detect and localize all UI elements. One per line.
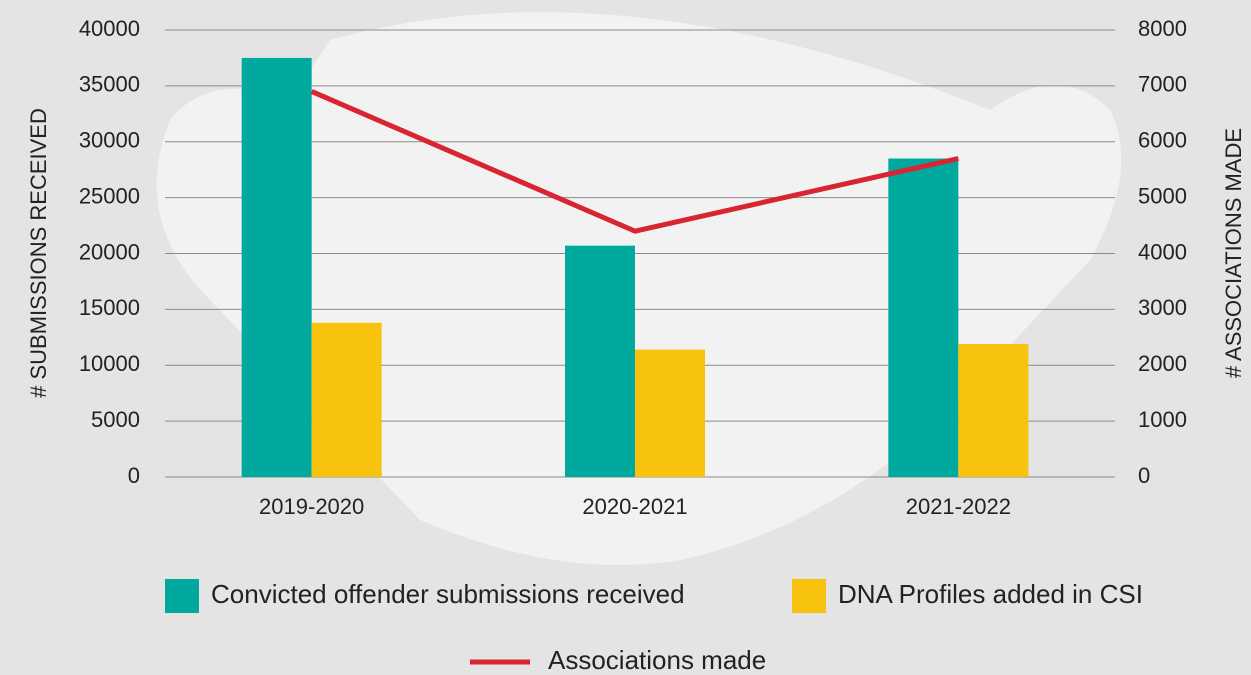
x-tick-label: 2019-2020 [259, 494, 364, 519]
y-tick-label: 35000 [79, 72, 140, 97]
bar [958, 344, 1028, 477]
x-tick-label: 2020-2021 [582, 494, 687, 519]
chart: # SUBMISSIONS RECEIVED # ASSOCIATIONS MA… [0, 0, 1251, 675]
x-tick-label: 2021-2022 [906, 494, 1011, 519]
y-tick-label: 20000 [79, 239, 140, 264]
y2-axis-title: # ASSOCIATIONS MADE [1221, 128, 1246, 378]
y-tick-label: 25000 [79, 183, 140, 208]
y-tick-label: 0 [128, 463, 140, 488]
y2-tick-label: 6000 [1138, 128, 1187, 153]
bar [312, 323, 382, 477]
y-axis-title: # SUBMISSIONS RECEIVED [26, 108, 51, 398]
y2-tick-label: 2000 [1138, 351, 1187, 376]
bar [888, 159, 958, 477]
legend-swatch [165, 579, 199, 613]
legend-swatch [792, 579, 826, 613]
y2-tick-label: 7000 [1138, 72, 1187, 97]
bar [242, 58, 312, 477]
y2-tick-label: 1000 [1138, 407, 1187, 432]
y2-tick-label: 8000 [1138, 16, 1187, 41]
y-tick-label: 15000 [79, 295, 140, 320]
legend-label: Associations made [548, 645, 766, 675]
y2-tick-label: 4000 [1138, 239, 1187, 264]
y2-tick-label: 0 [1138, 463, 1150, 488]
y2-tick-label: 5000 [1138, 183, 1187, 208]
y-tick-label: 5000 [91, 407, 140, 432]
legend-label: DNA Profiles added in CSI [838, 579, 1143, 609]
y-tick-label: 10000 [79, 351, 140, 376]
bar [635, 350, 705, 477]
legend-label: Convicted offender submissions received [211, 579, 685, 609]
bar [565, 246, 635, 477]
y2-tick-label: 3000 [1138, 295, 1187, 320]
y-tick-label: 30000 [79, 128, 140, 153]
y-tick-label: 40000 [79, 16, 140, 41]
